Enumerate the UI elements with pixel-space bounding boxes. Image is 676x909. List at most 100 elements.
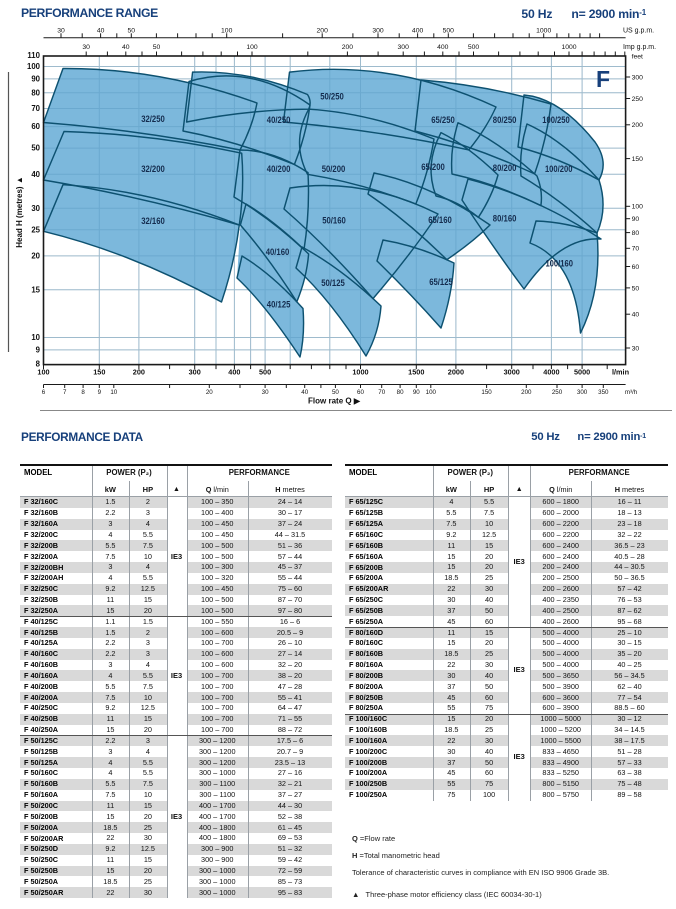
svg-text:40: 40 — [31, 170, 40, 179]
svg-text:40: 40 — [301, 389, 308, 396]
svg-text:100/160: 100/160 — [545, 259, 573, 269]
svg-text:feet: feet — [632, 53, 643, 60]
svg-text:100: 100 — [426, 389, 437, 396]
svg-text:50/250: 50/250 — [320, 92, 344, 102]
svg-text:60: 60 — [632, 264, 640, 271]
svg-text:90: 90 — [31, 75, 40, 84]
svg-text:60: 60 — [357, 389, 364, 396]
svg-text:80: 80 — [31, 88, 40, 97]
svg-text:50: 50 — [632, 285, 640, 292]
svg-text:50/200: 50/200 — [322, 164, 346, 174]
svg-text:100: 100 — [246, 44, 258, 51]
svg-text:70: 70 — [632, 246, 640, 253]
svg-text:80/160: 80/160 — [493, 214, 517, 224]
svg-text:65/200: 65/200 — [421, 162, 445, 172]
svg-text:250: 250 — [552, 389, 563, 396]
svg-text:30: 30 — [57, 27, 65, 34]
svg-text:70: 70 — [378, 389, 385, 396]
svg-text:50: 50 — [31, 144, 40, 153]
svg-text:3000: 3000 — [504, 367, 520, 376]
svg-text:65/125: 65/125 — [429, 277, 453, 287]
svg-text:l/min: l/min — [612, 367, 629, 376]
svg-text:200: 200 — [317, 27, 329, 34]
svg-text:10: 10 — [110, 389, 117, 396]
svg-text:300: 300 — [189, 367, 201, 376]
svg-text:7: 7 — [63, 389, 67, 396]
svg-text:8: 8 — [36, 359, 41, 368]
svg-text:500: 500 — [259, 367, 271, 376]
svg-text:30: 30 — [632, 345, 640, 352]
svg-text:20: 20 — [206, 389, 213, 396]
svg-text:300: 300 — [398, 44, 410, 51]
svg-text:250: 250 — [632, 96, 644, 103]
svg-text:Flow rate Q ▶: Flow rate Q ▶ — [308, 397, 361, 406]
svg-text:40/125: 40/125 — [267, 300, 291, 310]
svg-text:10: 10 — [31, 333, 40, 342]
svg-text:300: 300 — [632, 74, 644, 81]
svg-text:50/160: 50/160 — [322, 216, 346, 226]
svg-text:9: 9 — [36, 346, 41, 355]
svg-text:80/200: 80/200 — [493, 163, 517, 173]
svg-text:500: 500 — [443, 27, 455, 34]
svg-text:50: 50 — [153, 44, 161, 51]
svg-text:40/200: 40/200 — [267, 164, 291, 174]
svg-text:32/250: 32/250 — [141, 114, 165, 124]
svg-text:400: 400 — [412, 27, 424, 34]
svg-text:9: 9 — [98, 389, 102, 396]
svg-text:4000: 4000 — [543, 367, 559, 376]
svg-text:200: 200 — [521, 389, 532, 396]
svg-text:90: 90 — [413, 389, 420, 396]
svg-text:300: 300 — [577, 389, 588, 396]
svg-text:1500: 1500 — [408, 367, 424, 376]
svg-text:100/250: 100/250 — [542, 115, 570, 125]
svg-text:60: 60 — [31, 122, 40, 131]
svg-text:500: 500 — [468, 44, 480, 51]
svg-text:1000: 1000 — [536, 27, 551, 34]
svg-text:50: 50 — [332, 389, 339, 396]
svg-text:100: 100 — [221, 27, 233, 34]
svg-text:400: 400 — [437, 44, 449, 51]
svg-text:150: 150 — [481, 389, 492, 396]
svg-text:200: 200 — [342, 44, 354, 51]
svg-text:6: 6 — [42, 389, 46, 396]
svg-text:65/250: 65/250 — [431, 115, 455, 125]
svg-text:25: 25 — [31, 225, 40, 234]
svg-text:40: 40 — [97, 27, 105, 34]
svg-text:32/160: 32/160 — [141, 216, 165, 226]
svg-text:100: 100 — [27, 62, 41, 71]
svg-text:Head H (metres) ▲: Head H (metres) ▲ — [15, 176, 24, 248]
svg-text:100: 100 — [37, 367, 49, 376]
svg-text:30: 30 — [82, 44, 90, 51]
svg-text:80/250: 80/250 — [493, 115, 517, 125]
svg-text:65/160: 65/160 — [428, 215, 452, 225]
svg-text:50/125: 50/125 — [321, 278, 345, 288]
svg-text:1000: 1000 — [561, 44, 576, 51]
svg-text:30: 30 — [262, 389, 269, 396]
svg-text:US g.p.m.: US g.p.m. — [623, 27, 654, 34]
svg-text:350: 350 — [598, 389, 609, 396]
svg-text:40/250: 40/250 — [267, 115, 291, 125]
svg-text:100: 100 — [632, 204, 644, 211]
svg-text:110: 110 — [27, 51, 40, 60]
svg-text:200: 200 — [632, 122, 644, 129]
svg-text:40: 40 — [632, 312, 640, 319]
svg-text:F: F — [596, 66, 610, 92]
svg-text:90: 90 — [632, 216, 640, 223]
svg-text:150: 150 — [93, 367, 105, 376]
svg-text:40: 40 — [122, 44, 130, 51]
svg-text:Imp g.p.m.: Imp g.p.m. — [623, 44, 656, 51]
svg-text:50: 50 — [128, 27, 136, 34]
svg-text:80: 80 — [397, 389, 404, 396]
svg-text:200: 200 — [133, 367, 145, 376]
svg-text:1000: 1000 — [352, 367, 368, 376]
svg-text:150: 150 — [632, 156, 644, 163]
svg-text:2000: 2000 — [448, 367, 464, 376]
svg-text:70: 70 — [31, 104, 40, 113]
svg-text:100/200: 100/200 — [545, 164, 573, 174]
svg-text:32/200: 32/200 — [141, 164, 165, 174]
svg-text:300: 300 — [372, 27, 384, 34]
svg-text:5000: 5000 — [574, 367, 590, 376]
svg-text:400: 400 — [228, 367, 240, 376]
svg-text:15: 15 — [31, 285, 40, 294]
svg-text:30: 30 — [31, 204, 40, 213]
